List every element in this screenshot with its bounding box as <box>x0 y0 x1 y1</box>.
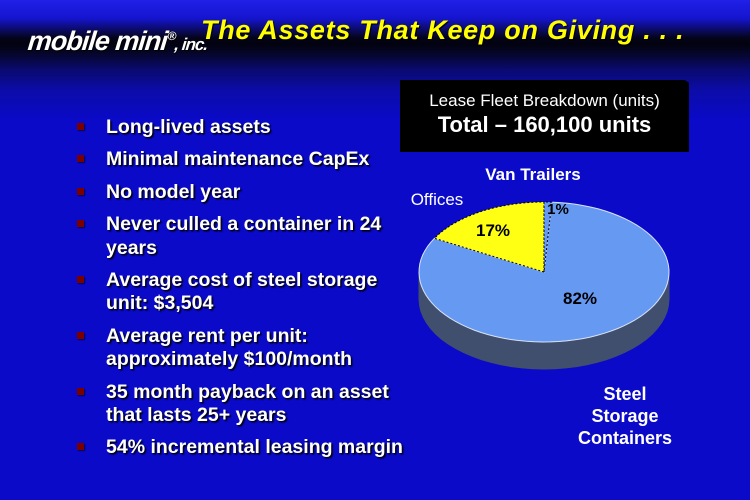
svg-text:Containers: Containers <box>578 428 672 448</box>
svg-text:Storage: Storage <box>591 406 658 426</box>
svg-text:Offices: Offices <box>411 190 464 209</box>
svg-text:Steel: Steel <box>603 384 646 404</box>
svg-text:17%: 17% <box>476 221 510 240</box>
svg-text:82%: 82% <box>563 289 597 308</box>
svg-text:Van Trailers: Van Trailers <box>485 165 580 184</box>
svg-text:1%: 1% <box>547 201 569 218</box>
